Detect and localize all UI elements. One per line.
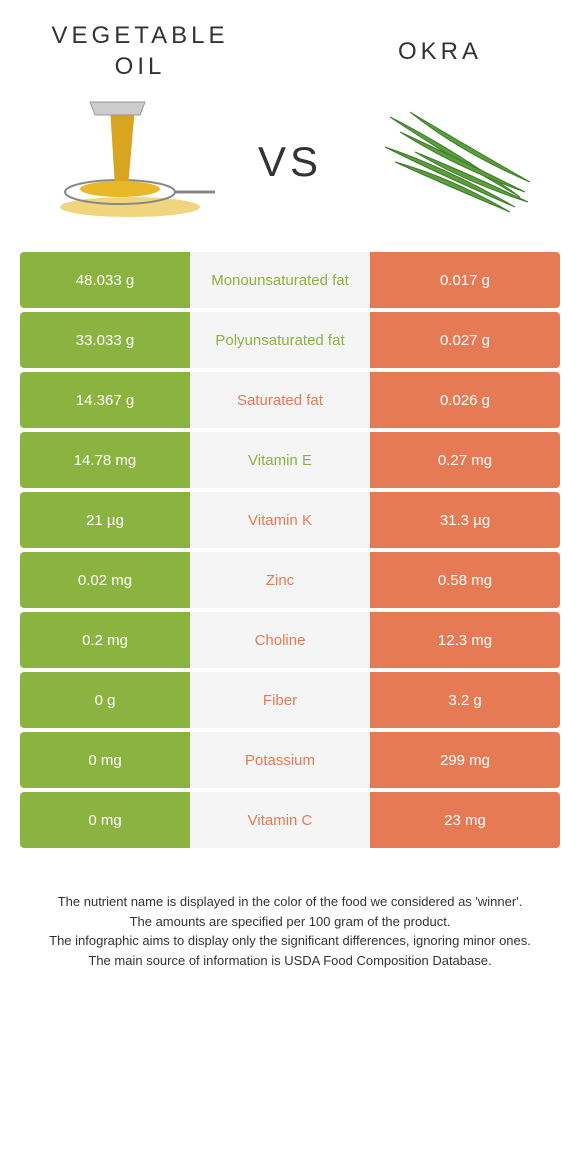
value-right: 299 mg <box>370 732 560 788</box>
value-right: 0.026 g <box>370 372 560 428</box>
food-image-left <box>30 92 230 232</box>
okra-icon <box>360 97 540 227</box>
header: Vegetable oil Okra <box>0 0 580 92</box>
footer-line: The nutrient name is displayed in the co… <box>30 892 550 912</box>
value-left: 0 mg <box>20 732 190 788</box>
value-left: 33.033 g <box>20 312 190 368</box>
vs-label: VS <box>258 138 322 186</box>
value-right: 23 mg <box>370 792 560 848</box>
value-right: 0.027 g <box>370 312 560 368</box>
food-title-right: Okra <box>340 36 540 67</box>
value-left: 21 µg <box>20 492 190 548</box>
value-right: 0.58 mg <box>370 552 560 608</box>
table-row: 0 mgPotassium299 mg <box>20 732 560 788</box>
nutrient-label: Monounsaturated fat <box>190 252 370 308</box>
table-row: 21 µgVitamin K31.3 µg <box>20 492 560 548</box>
value-right: 31.3 µg <box>370 492 560 548</box>
table-row: 33.033 gPolyunsaturated fat0.027 g <box>20 312 560 368</box>
food-image-right <box>350 92 550 232</box>
vegetable-oil-icon <box>40 97 220 227</box>
value-left: 48.033 g <box>20 252 190 308</box>
nutrient-label: Zinc <box>190 552 370 608</box>
table-row: 0 mgVitamin C23 mg <box>20 792 560 848</box>
footer-line: The amounts are specified per 100 gram o… <box>30 912 550 932</box>
table-row: 14.78 mgVitamin E0.27 mg <box>20 432 560 488</box>
table-row: 0.2 mgCholine12.3 mg <box>20 612 560 668</box>
nutrient-label: Potassium <box>190 732 370 788</box>
table-row: 48.033 gMonounsaturated fat0.017 g <box>20 252 560 308</box>
value-left: 14.78 mg <box>20 432 190 488</box>
table-row: 14.367 gSaturated fat0.026 g <box>20 372 560 428</box>
value-right: 0.27 mg <box>370 432 560 488</box>
nutrient-label: Fiber <box>190 672 370 728</box>
value-left: 0 g <box>20 672 190 728</box>
nutrient-label: Vitamin C <box>190 792 370 848</box>
value-right: 3.2 g <box>370 672 560 728</box>
value-right: 12.3 mg <box>370 612 560 668</box>
images-row: VS <box>0 92 580 252</box>
value-left: 0.02 mg <box>20 552 190 608</box>
value-right: 0.017 g <box>370 252 560 308</box>
footer: The nutrient name is displayed in the co… <box>0 852 580 970</box>
footer-line: The infographic aims to display only the… <box>30 931 550 951</box>
nutrient-label: Saturated fat <box>190 372 370 428</box>
value-left: 14.367 g <box>20 372 190 428</box>
nutrient-label: Polyunsaturated fat <box>190 312 370 368</box>
nutrient-label: Vitamin E <box>190 432 370 488</box>
footer-line: The main source of information is USDA F… <box>30 951 550 971</box>
table-row: 0 gFiber3.2 g <box>20 672 560 728</box>
nutrient-table: 48.033 gMonounsaturated fat0.017 g33.033… <box>0 252 580 848</box>
food-title-left: Vegetable oil <box>40 20 240 82</box>
value-left: 0 mg <box>20 792 190 848</box>
nutrient-label: Choline <box>190 612 370 668</box>
value-left: 0.2 mg <box>20 612 190 668</box>
table-row: 0.02 mgZinc0.58 mg <box>20 552 560 608</box>
nutrient-label: Vitamin K <box>190 492 370 548</box>
